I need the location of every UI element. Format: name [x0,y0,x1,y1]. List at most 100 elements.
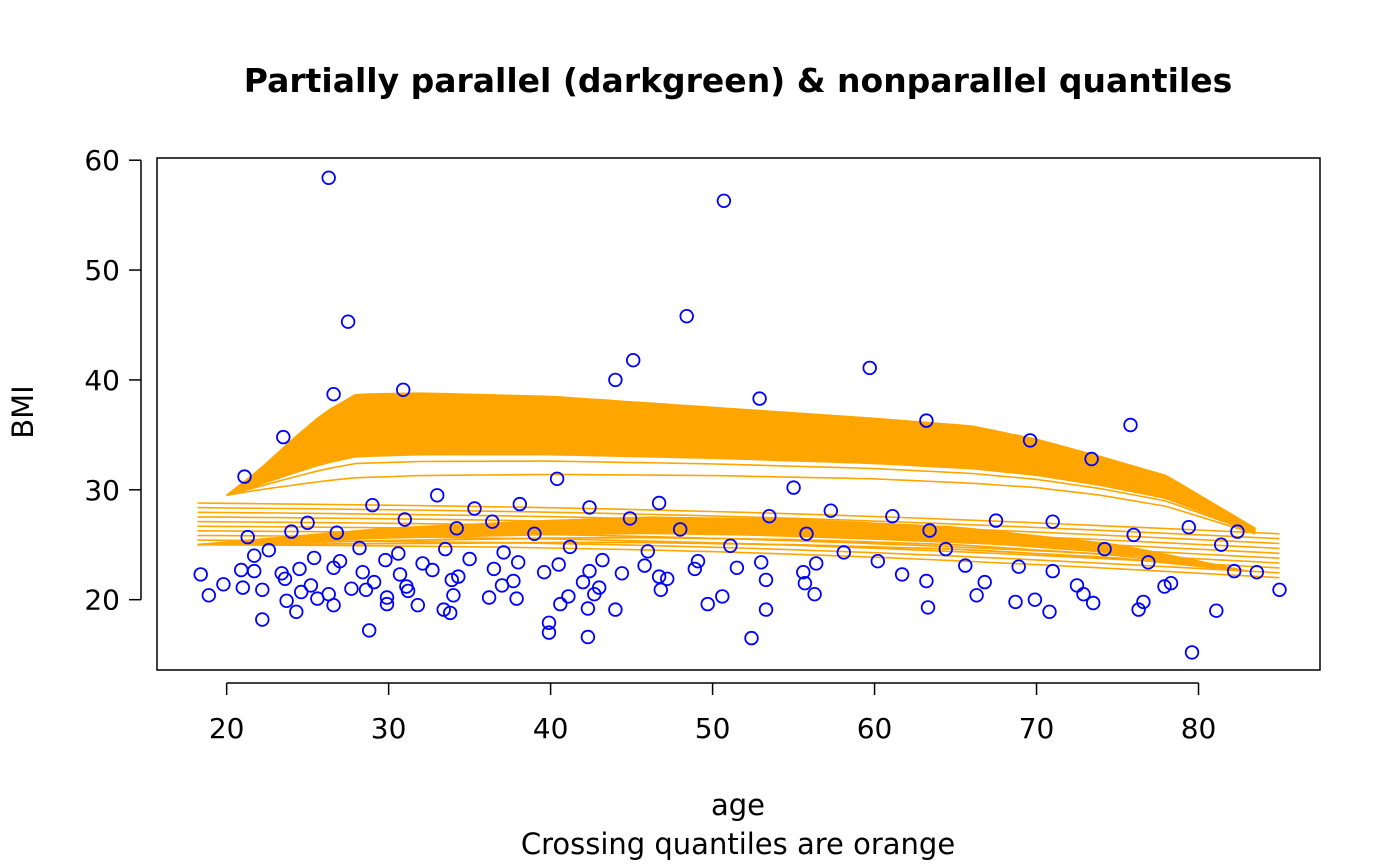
x-tick-label: 30 [371,712,407,745]
data-point [1022,433,1038,448]
y-axis-label: BMI [6,385,40,438]
data-point [306,550,322,566]
data-point [400,583,416,599]
data-point [700,596,715,612]
data-point [754,555,769,570]
x-tick-label: 40 [533,712,569,745]
data-point [1249,565,1265,580]
data-point [329,525,345,540]
data-point [193,567,208,582]
data-point [1184,645,1200,660]
data-point [344,581,359,596]
data-points [193,170,1287,660]
x-tick-label: 70 [1019,712,1055,745]
data-point [716,193,732,209]
quantile-curve [226,473,1256,535]
data-point [1209,603,1224,618]
data-point [352,540,367,556]
data-point [379,590,395,605]
data-point [462,551,477,567]
y-tick-label: 20 [84,584,120,617]
data-point [809,556,824,571]
x-axis: 20 30 40 50 60 70 80 [209,682,1217,745]
data-point [799,526,814,542]
data-point [637,558,652,573]
data-point [292,561,307,577]
data-point [277,571,293,587]
x-tick-label: 60 [857,712,893,745]
data-point [486,561,502,577]
data-point [397,512,413,527]
data-point [919,573,934,589]
quantile-curve [226,460,1256,534]
data-point [1181,520,1197,535]
data-point [366,574,382,590]
data-point [758,572,774,588]
data-point [276,429,291,445]
data-point [796,565,811,580]
data-point [303,578,319,593]
data-point [1163,576,1179,591]
x-tick-label: 80 [1181,712,1217,745]
data-point [527,526,542,542]
data-point [958,558,973,573]
data-point [595,552,610,568]
data-point [1069,578,1085,593]
data-point [467,501,482,516]
data-point [653,582,669,598]
data-point [561,589,576,604]
data-point [430,488,445,503]
data-point [651,495,667,511]
data-point [201,588,217,603]
data-point [1230,524,1245,539]
data-point [246,563,262,579]
data-point [438,541,453,557]
data-point [506,573,521,589]
data-point [446,588,461,603]
data-point [660,571,675,587]
data-point [608,372,623,388]
data-point [541,625,557,640]
data-point [673,522,688,537]
data-point [1226,563,1242,579]
y-tick-label: 60 [84,144,120,177]
data-point [391,546,406,561]
x-tick-label: 20 [209,712,245,745]
data-point [246,548,262,563]
data-point [1272,582,1287,598]
data-point [562,539,578,555]
data-point [1084,451,1099,467]
data-point [1136,594,1151,610]
data-point [326,387,341,402]
data-point [553,596,568,612]
data-point [392,567,408,582]
data-point [894,567,910,582]
data-point [919,413,934,428]
data-point [410,598,426,613]
x-axis-subtitle: Crossing quantiles are orange [521,827,955,861]
data-point [444,572,460,588]
data-point [279,593,294,609]
data-point [582,563,597,579]
data-point [580,629,596,645]
data-point [1045,563,1060,579]
data-point [362,623,377,638]
data-point [326,598,341,613]
quantile-spindle-line [197,541,1248,572]
data-point [310,591,325,606]
data-point [255,612,270,627]
data-point [1213,537,1229,552]
data-point [614,566,630,581]
data-point [425,562,440,578]
data-point [261,543,277,558]
data-point [1045,514,1060,529]
data-point [679,309,694,324]
data-point [240,529,255,545]
data-point [216,577,231,592]
data-point [823,503,839,518]
data-point [235,580,251,595]
data-point [1076,587,1091,602]
data-point [752,391,767,406]
quantile-spindle-line [197,536,1248,572]
